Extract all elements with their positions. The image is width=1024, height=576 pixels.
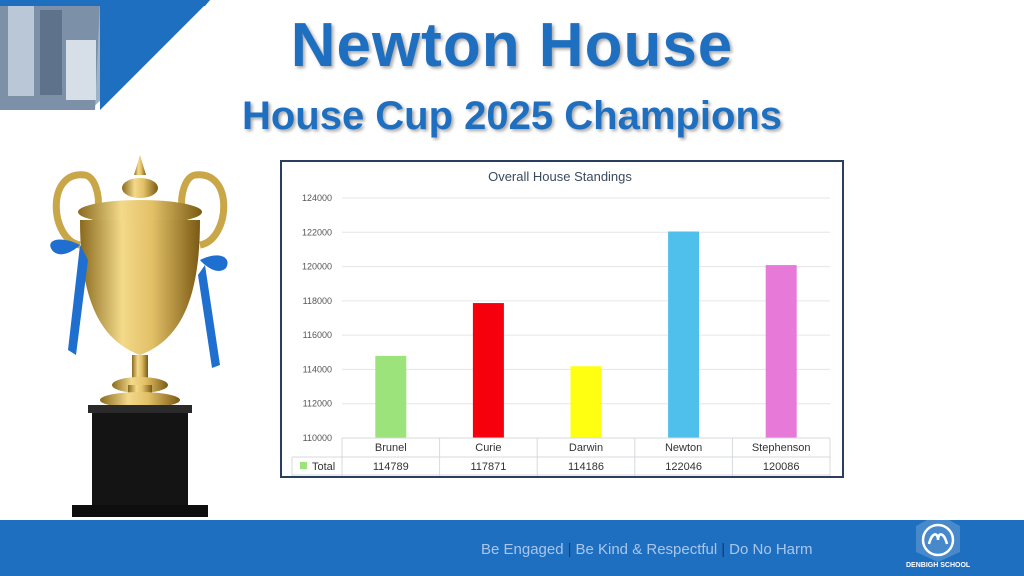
page-title: Newton House xyxy=(290,11,734,80)
y-tick-label: 112000 xyxy=(303,399,332,409)
x-category-label: Newton xyxy=(665,442,702,454)
bar-newton xyxy=(668,231,700,438)
corner-decoration xyxy=(0,0,210,110)
tagline-no-harm: Do No Harm xyxy=(729,541,813,558)
bar-chart: Overall House Standings 124000 122000 1200… xyxy=(291,169,831,476)
footer-bar xyxy=(0,520,1024,576)
tagline-separator: | xyxy=(721,541,726,558)
data-label: 117871 xyxy=(470,461,506,473)
bar-stephenson xyxy=(765,265,797,438)
y-tick-label: 124000 xyxy=(302,193,332,203)
bar-brunel xyxy=(375,355,407,438)
legend-label: Total xyxy=(312,461,335,473)
x-category-label: Curie xyxy=(475,442,501,454)
legend-swatch xyxy=(300,462,307,469)
y-tick-label: 120000 xyxy=(302,262,332,272)
y-tick-label: 114000 xyxy=(303,364,332,374)
x-category-label: Stephenson xyxy=(752,442,811,454)
chart-title: Overall House Standings xyxy=(488,169,632,184)
data-label: 120086 xyxy=(763,461,800,473)
data-label: 114186 xyxy=(568,461,604,473)
x-category-label: Darwin xyxy=(569,442,603,454)
y-tick-label: 118000 xyxy=(303,296,332,306)
tagline-kind: Be Kind & Respectful xyxy=(575,541,718,558)
bar-darwin xyxy=(570,366,602,438)
bar-curie xyxy=(472,303,504,438)
tagline-separator: | xyxy=(567,541,572,558)
school-logo-icon xyxy=(916,514,960,562)
y-tick-label: 122000 xyxy=(302,227,332,237)
school-logo-text: DENBIGH SCHOOL xyxy=(906,562,971,569)
page-subtitle: House Cup 2025 Champions xyxy=(241,94,783,138)
y-tick-label: 116000 xyxy=(303,330,332,340)
data-label: 114789 xyxy=(373,461,409,473)
data-label: 122046 xyxy=(665,461,702,473)
x-category-label: Brunel xyxy=(375,442,407,454)
chart-panel: Overall House Standings 124000 122000 1200… xyxy=(280,160,844,478)
y-tick-label: 110000 xyxy=(303,433,332,443)
trophy-icon xyxy=(50,155,228,517)
footer-tagline: Be Engaged | Be Kind & Respectful | Do No Ha… xyxy=(481,541,813,558)
tagline-engaged: Be Engaged xyxy=(481,541,564,558)
